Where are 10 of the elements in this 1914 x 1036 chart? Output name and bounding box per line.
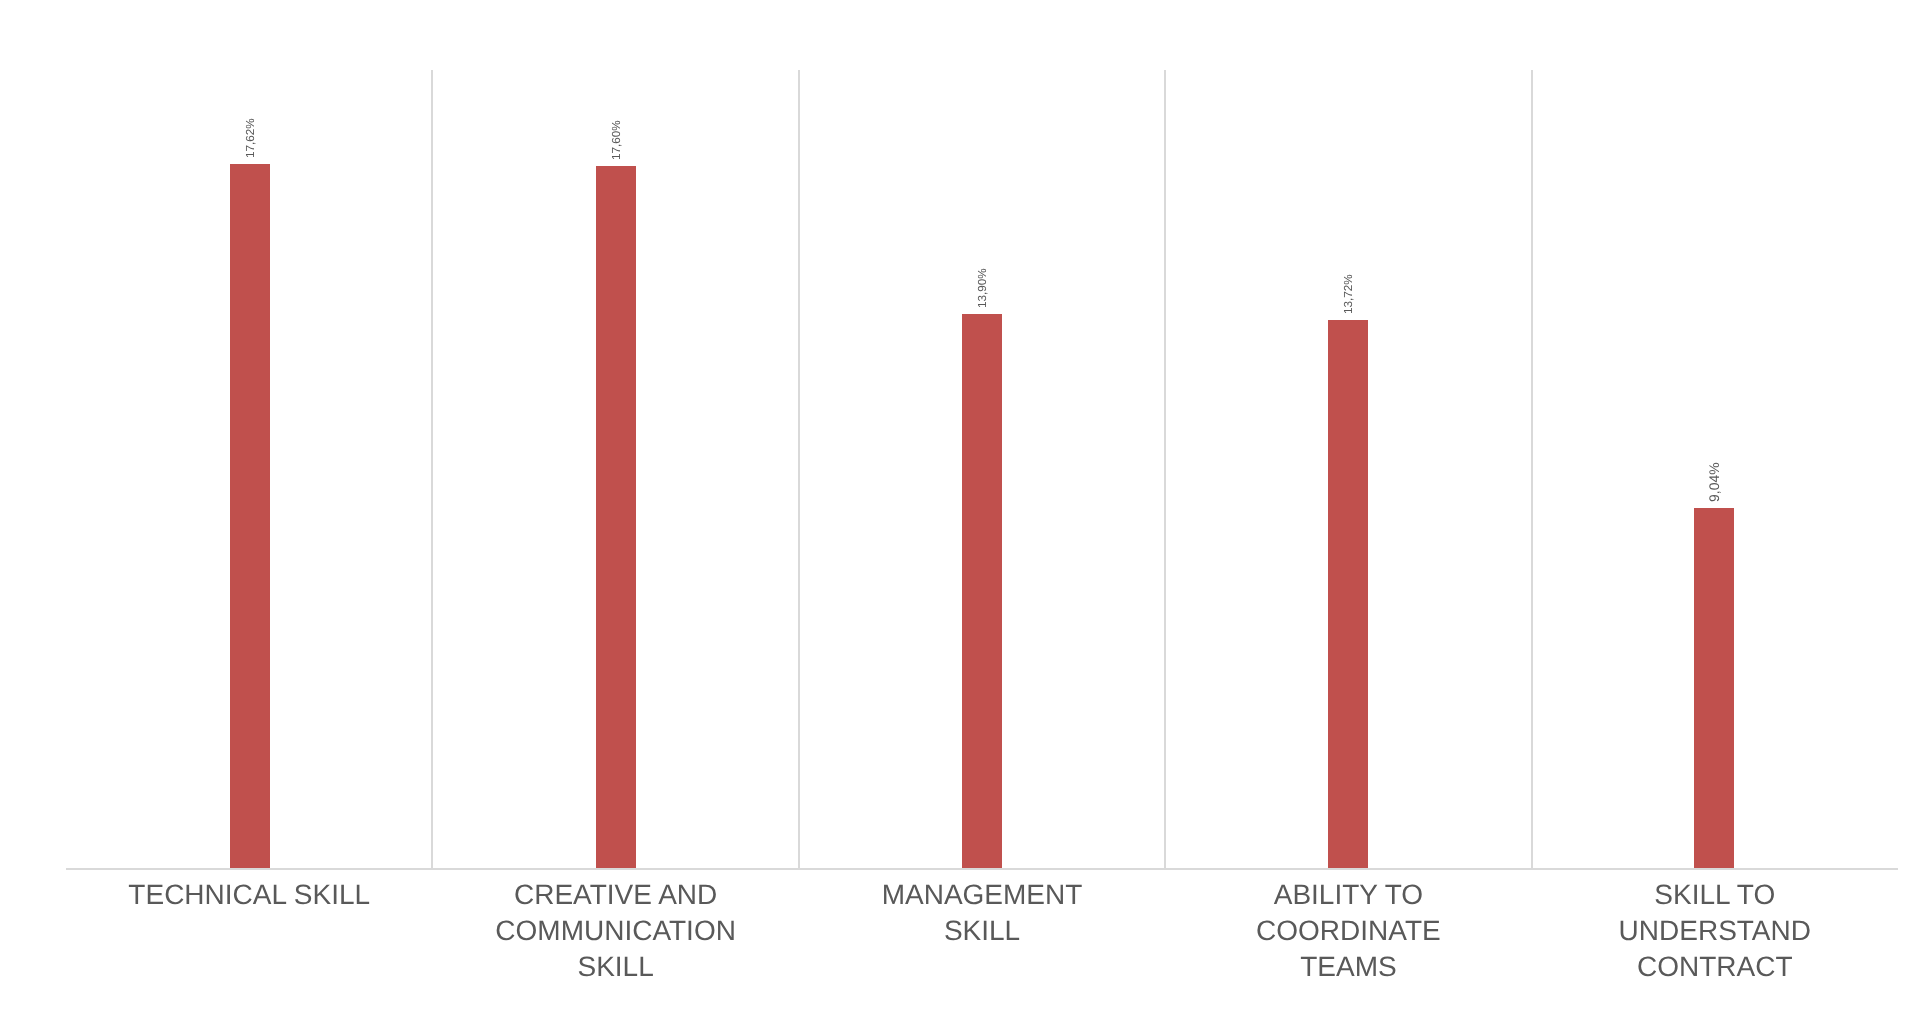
x-tick-label: ABILITY TO COORDINATE TEAMS: [1256, 877, 1441, 983]
bar: [596, 166, 636, 868]
bar: [1328, 320, 1368, 868]
x-tick-label: SKILL TO UNDERSTAND CONTRACT: [1618, 877, 1811, 983]
bar: [230, 164, 270, 868]
x-tick-label: TECHNICAL SKILL: [128, 877, 371, 910]
x-tick-label: MANAGEMENT SKILL: [881, 877, 1084, 946]
bar: [962, 314, 1002, 868]
bar: [1694, 508, 1734, 868]
x-tick-label: CREATIVE AND COMMUNICATION SKILL: [495, 877, 736, 983]
